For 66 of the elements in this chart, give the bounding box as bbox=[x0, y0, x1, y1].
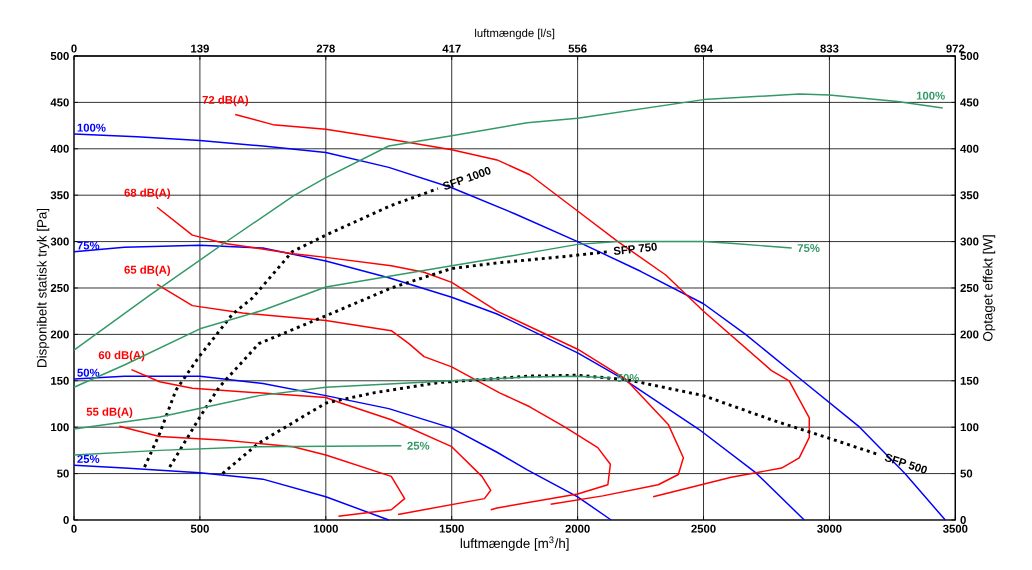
y-tick-label: 150 bbox=[51, 376, 69, 385]
y-tick-label: 500 bbox=[50, 51, 69, 60]
x2-tick-label: 833 bbox=[820, 44, 839, 53]
series-label: 100% bbox=[916, 91, 945, 100]
y2-tick-label: 500 bbox=[960, 51, 979, 60]
series-label: 25% bbox=[407, 441, 430, 450]
series-label: 100% bbox=[77, 123, 106, 132]
line-series bbox=[168, 250, 610, 469]
series-label: 25% bbox=[77, 454, 100, 463]
y2-tick-label: 450 bbox=[960, 98, 979, 107]
x-tick-label: 1500 bbox=[439, 524, 464, 533]
x2-tick-label: 139 bbox=[191, 44, 209, 53]
y2-tick-label: 100 bbox=[960, 423, 979, 432]
y2-tick-label: 200 bbox=[960, 330, 979, 339]
series-label: 65 dB(A) bbox=[124, 265, 171, 276]
x2-tick-label: 278 bbox=[316, 44, 335, 53]
y2-axis-title: Optaget effekt [W] bbox=[982, 235, 996, 341]
x2-tick-label: 556 bbox=[568, 44, 587, 53]
y-axis-title: Disponibelt statisk tryk [Pa] bbox=[36, 208, 50, 367]
y-tick-label: 200 bbox=[50, 330, 69, 339]
y-tick-label: 300 bbox=[50, 237, 69, 246]
y2-tick-label: 0 bbox=[960, 515, 966, 524]
x2-axis-title: luftmængde [l/s] bbox=[475, 28, 555, 40]
series-label: 68 dB(A) bbox=[124, 188, 171, 199]
series-label: 50% bbox=[77, 368, 100, 377]
x2-tick-label: 694 bbox=[694, 44, 713, 53]
y-tick-label: 400 bbox=[50, 144, 69, 153]
x-tick-label: 3000 bbox=[817, 524, 842, 533]
line-series bbox=[73, 375, 612, 430]
y-tick-label: 100 bbox=[51, 423, 69, 432]
y2-tick-label: 250 bbox=[960, 283, 979, 292]
text: SFP 750 bbox=[613, 242, 657, 255]
y2-tick-label: 350 bbox=[960, 191, 979, 200]
line-series bbox=[73, 240, 793, 389]
x2-tick-label: 972 bbox=[946, 44, 965, 53]
x2-tick-label: 417 bbox=[442, 44, 461, 53]
y2-tick-label: 400 bbox=[960, 144, 979, 153]
x2-tick-label: 0 bbox=[71, 44, 77, 53]
x-tick-label: 1000 bbox=[313, 524, 338, 533]
x-tick-label: 2000 bbox=[565, 524, 590, 533]
line-series bbox=[73, 93, 944, 351]
line-series bbox=[73, 375, 612, 521]
x-tick-label: 500 bbox=[190, 524, 209, 533]
series-label: 75% bbox=[797, 244, 820, 253]
series-label: 55 dB(A) bbox=[86, 407, 133, 418]
line-series bbox=[73, 464, 390, 521]
y2-tick-label: 50 bbox=[960, 469, 973, 478]
y2-tick-label: 300 bbox=[960, 237, 979, 246]
y2-tick-label: 150 bbox=[960, 376, 979, 385]
line-series bbox=[156, 283, 612, 511]
y-tick-label: 250 bbox=[50, 283, 69, 292]
line-series bbox=[73, 133, 946, 521]
text: SFP 500 bbox=[884, 453, 927, 474]
line-series bbox=[118, 425, 406, 518]
line-series bbox=[73, 445, 403, 456]
y-tick-label: 50 bbox=[57, 469, 69, 478]
x-axis-title: luftmængde [m$^{3}$/h] bbox=[460, 536, 569, 551]
x-tick-label: 0 bbox=[71, 524, 77, 533]
y-tick-label: 350 bbox=[50, 191, 69, 200]
y-tick-label: 450 bbox=[50, 98, 69, 107]
x-tick-label: 2500 bbox=[691, 524, 716, 533]
series-label: 75% bbox=[77, 241, 100, 250]
x-tick-label: 3500 bbox=[942, 524, 968, 533]
series-label: 60 dB(A) bbox=[98, 350, 145, 362]
y-tick-label: 0 bbox=[63, 515, 69, 524]
text: SFP 1000 bbox=[443, 166, 491, 190]
